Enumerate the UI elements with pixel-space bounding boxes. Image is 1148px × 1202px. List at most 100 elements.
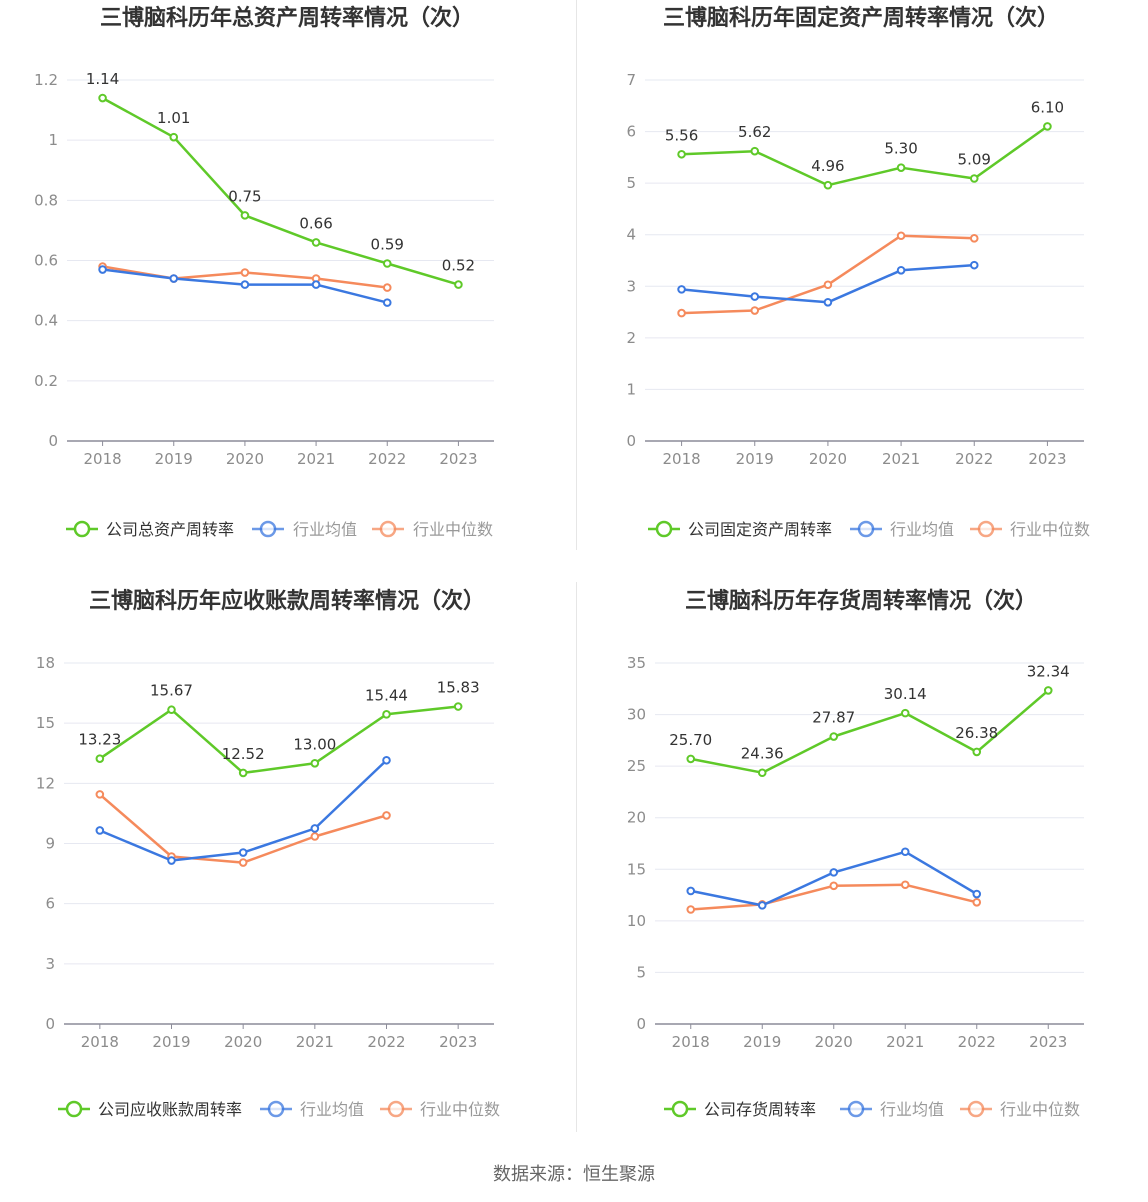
legend-swatch-marker	[267, 1100, 285, 1118]
x-tick-label: 2022	[958, 1033, 996, 1051]
data-label: 5.09	[958, 151, 991, 169]
series-line-company	[101, 97, 459, 286]
data-point-company	[757, 768, 767, 778]
data-label: 0.52	[442, 257, 475, 275]
legend-label: 行业均值	[293, 520, 357, 539]
chart-svg: 三博脑科历年固定资产周转率情况（次） 0 1 2 3 4 5 6 7 2018 2019 2020 20…	[626, 5, 1090, 539]
y-tick-label: 6	[45, 895, 55, 913]
x-tick-label: 2018	[81, 1033, 119, 1051]
x-tick-label: 2023	[439, 1033, 477, 1051]
chart-title: 三博脑科历年固定资产周转率情况（次）	[663, 5, 1059, 31]
data-point-industry-median	[750, 306, 760, 315]
legend-item-industry-median[interactable]: 行业中位数	[372, 520, 493, 539]
y-tick-label: 18	[36, 654, 55, 672]
legend-item-industry-avg[interactable]: 行业均值	[260, 1100, 364, 1119]
legend-item-industry-avg[interactable]: 行业均值	[840, 1100, 944, 1119]
data-point-industry-median	[972, 897, 982, 907]
data-point-industry-avg	[240, 280, 250, 289]
data-point-industry-avg	[757, 901, 767, 910]
legend-item-industry-avg[interactable]: 行业均值	[850, 520, 954, 539]
data-point-industry-avg	[969, 260, 979, 270]
x-tick-label: 2022	[955, 450, 993, 468]
y-tick-label: 12	[36, 774, 55, 792]
x-tick-label: 2023	[439, 450, 477, 468]
data-point-industry-avg	[750, 292, 760, 301]
data-label: 26.38	[955, 724, 998, 742]
data-point-industry-avg	[686, 886, 696, 896]
y-tick-label: 15	[36, 714, 55, 732]
chart-svg: 三博脑科历年存货周转率情况（次） 0 5 10 15 20 25 30 35 2018 2019 20…	[627, 588, 1084, 1119]
y-tick-label: 1	[48, 131, 58, 149]
data-label: 0.66	[299, 214, 332, 232]
data-point-industry-avg	[829, 868, 839, 877]
legend-swatch-marker	[847, 1100, 865, 1118]
legend-item-company[interactable]: 公司应收账款周转率	[58, 1100, 242, 1119]
y-tick-label: 35	[627, 654, 646, 672]
data-point-industry-median	[823, 280, 833, 290]
y-tick-label: 1	[626, 380, 636, 398]
data-label: 13.23	[78, 731, 121, 749]
legend-item-company[interactable]: 公司总资产周转率	[66, 520, 234, 539]
legend-item-industry-median[interactable]: 行业中位数	[970, 520, 1090, 539]
vertical-divider-bottom	[576, 582, 577, 1132]
legend-swatch-marker	[671, 1100, 689, 1118]
chart-svg: 三博脑科历年应收账款周转率情况（次） 0 3 6 9 12 15 18 2018 2019 2020…	[36, 588, 500, 1119]
legend-item-industry-median[interactable]: 行业中位数	[380, 1100, 500, 1119]
data-label: 5.56	[665, 126, 698, 144]
x-tick-label: 2018	[672, 1033, 710, 1051]
legend-label: 行业中位数	[1010, 520, 1090, 539]
legend-item-industry-median[interactable]: 行业中位数	[960, 1100, 1080, 1119]
data-point-company	[750, 146, 760, 156]
series-line-company	[681, 125, 1049, 187]
y-tick-label: 7	[626, 71, 636, 89]
data-point-industry-median	[829, 881, 839, 891]
data-label: 15.44	[365, 686, 408, 704]
data-point-company	[900, 708, 910, 718]
data-point-company	[829, 732, 839, 741]
data-point-company	[453, 702, 463, 711]
chart-panel-fixed-asset-turnover: 三博脑科历年固定资产周转率情况（次） 0 1 2 3 4 5 6 7 2018 2019 2020 20…	[574, 0, 1148, 580]
legend-item-industry-avg[interactable]: 行业均值	[252, 520, 357, 539]
chart-title: 三博脑科历年总资产周转率情况（次）	[100, 5, 474, 31]
data-point-company	[382, 259, 392, 268]
legend-item-company[interactable]: 公司存货周转率	[664, 1100, 816, 1119]
y-tick-label: 20	[627, 809, 646, 827]
legend-swatch-marker	[65, 1100, 83, 1118]
y-tick-label: 10	[627, 912, 646, 930]
x-tick-label: 2023	[1028, 450, 1066, 468]
data-point-company	[310, 758, 320, 768]
data-point-industry-avg	[238, 848, 248, 857]
data-point-industry-avg	[95, 826, 105, 835]
y-tick-label: 9	[45, 835, 55, 853]
y-tick-label: 25	[627, 757, 646, 775]
data-point-industry-median	[382, 811, 391, 820]
legend-label: 行业均值	[890, 520, 954, 539]
y-tick-label: 0.2	[34, 372, 58, 390]
data-point-company	[1043, 686, 1053, 695]
data-point-industry-avg	[823, 297, 833, 307]
data-point-industry-median	[95, 790, 105, 799]
y-tick-label: 0	[626, 432, 636, 450]
vertical-divider-top	[576, 0, 577, 550]
y-tick-label: 0.4	[34, 312, 58, 330]
data-label: 1.01	[157, 109, 190, 127]
legend-swatch-marker	[73, 520, 91, 538]
x-tick-label: 2021	[886, 1033, 924, 1051]
legend-label: 行业均值	[880, 1100, 944, 1119]
y-tick-label: 5	[626, 174, 636, 192]
data-point-company	[238, 768, 248, 778]
data-point-company	[823, 180, 833, 190]
y-tick-label: 0	[45, 1015, 55, 1033]
chart-panel-receivables-turnover: 三博脑科历年应收账款周转率情况（次） 0 3 6 9 12 15 18 2018 2019 2020…	[0, 580, 574, 1160]
data-point-industry-median	[382, 283, 392, 292]
data-label: 1.14	[86, 70, 119, 88]
legend-label: 行业中位数	[1000, 1100, 1080, 1119]
data-label: 27.87	[812, 709, 855, 727]
data-label: 32.34	[1027, 662, 1070, 680]
chart-svg: 三博脑科历年总资产周转率情况（次） 0 0.2 0.4 0.6 0.8 1 1.2 2018 20…	[34, 5, 494, 539]
y-tick-label: 1.2	[34, 71, 58, 89]
data-point-company	[240, 211, 250, 220]
data-point-industry-avg	[98, 265, 107, 274]
legend-item-company[interactable]: 公司固定资产周转率	[648, 520, 832, 539]
data-label: 4.96	[811, 157, 844, 175]
